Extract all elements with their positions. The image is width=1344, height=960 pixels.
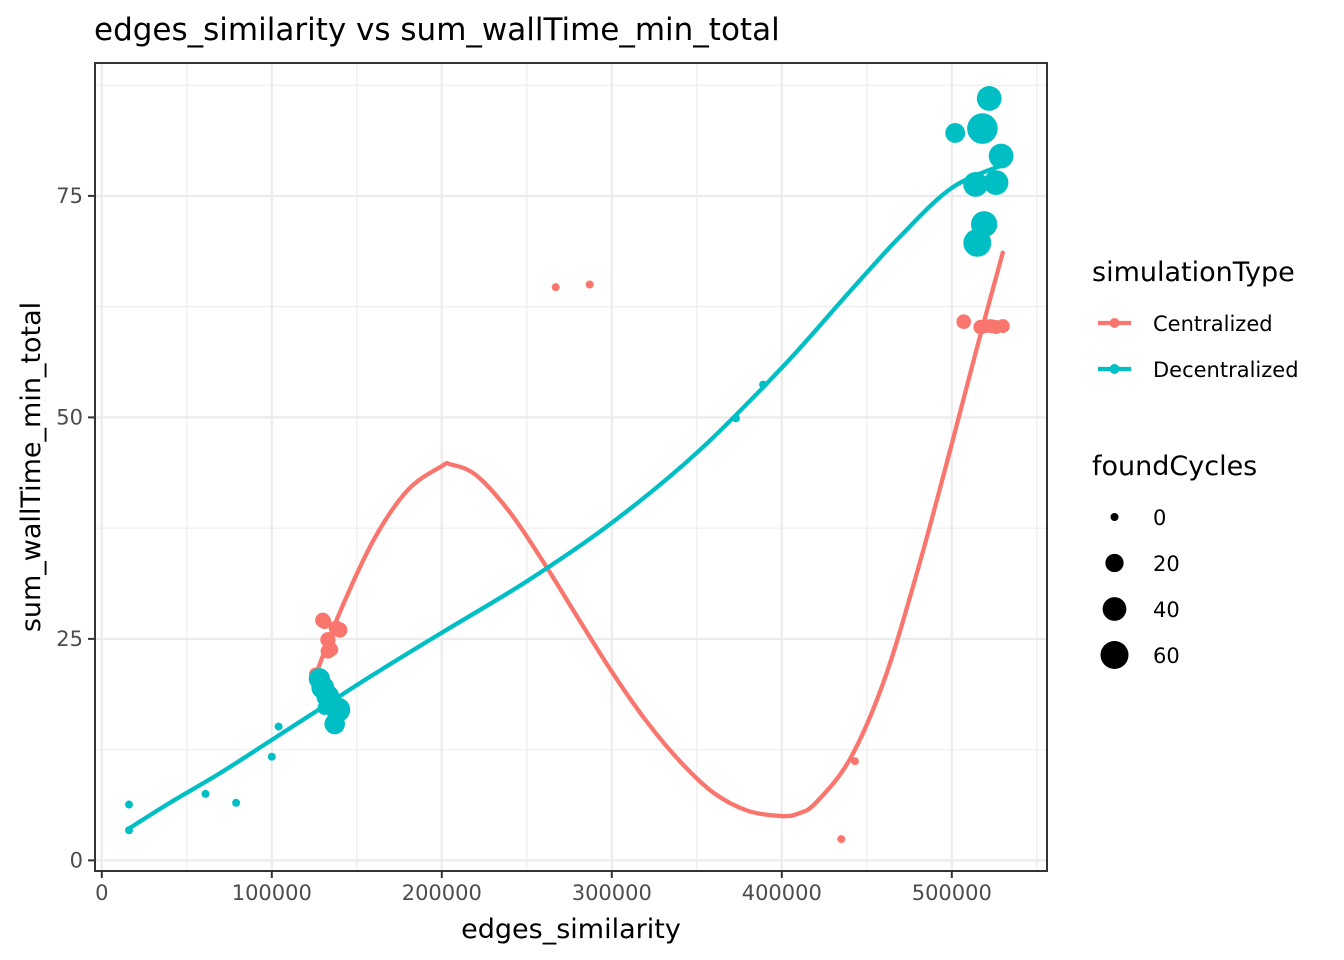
legend-size-entries: 0 20 40 60 (1100, 506, 1180, 669)
x-tick-label: 500000 (912, 881, 992, 905)
x-axis: 0 100000 200000 300000 400000 500000 (95, 871, 992, 905)
x-tick-label: 300000 (572, 881, 652, 905)
legend: simulationType CentralizedDecentralized … (1092, 257, 1299, 669)
legend-size-dot (1102, 597, 1127, 621)
point-centralized (324, 642, 339, 657)
point-decentralized (945, 123, 966, 143)
point-centralized (956, 314, 972, 330)
point-decentralized (125, 826, 133, 835)
point-decentralized (731, 414, 740, 423)
point-centralized (332, 622, 348, 638)
legend-dot-decentralized (1109, 364, 1120, 374)
major-gridlines (95, 63, 1047, 871)
x-tick-label: 100000 (232, 881, 312, 905)
chart-title: edges_similarity vs sum_wallTime_min_tot… (94, 12, 780, 48)
point-centralized (850, 757, 859, 766)
y-axis: 0 25 50 75 (56, 184, 95, 872)
legend-size-label: 60 (1153, 644, 1180, 668)
legend-dot-centralized (1109, 318, 1120, 328)
legend-label-centralized: Centralized (1153, 312, 1273, 336)
minor-gridlines (95, 63, 1047, 871)
smooth-lines (126, 162, 1005, 831)
point-decentralized (274, 722, 283, 731)
point-decentralized (988, 143, 1014, 169)
point-decentralized (976, 86, 1002, 111)
legend-size-label: 40 (1153, 598, 1180, 622)
point-centralized (837, 835, 846, 844)
x-axis-title: edges_similarity (461, 914, 681, 945)
point-centralized (551, 283, 560, 292)
legend-color-entries: Centralized Decentralized (1098, 312, 1299, 382)
point-decentralized (967, 113, 998, 144)
y-tick-label: 0 (70, 848, 83, 872)
point-centralized (585, 280, 594, 289)
plot-panel-border (94, 62, 1048, 872)
point-decentralized (970, 211, 998, 238)
point-decentralized (325, 697, 351, 722)
x-tick-label: 200000 (402, 881, 482, 905)
y-tick-label: 25 (56, 627, 83, 651)
y-axis-title: sum_wallTime_min_total (16, 302, 47, 632)
y-tick-label: 75 (56, 184, 83, 208)
smooth-line-centralized (313, 250, 1005, 819)
point-decentralized (201, 789, 210, 798)
point-decentralized (983, 170, 1009, 196)
point-centralized (995, 319, 1010, 334)
data-points (125, 86, 1014, 844)
point-decentralized (232, 798, 241, 807)
x-tick-label: 0 (95, 881, 108, 905)
point-decentralized (759, 380, 768, 389)
point-centralized (317, 615, 332, 630)
legend-size-label: 0 (1153, 506, 1166, 530)
point-decentralized (963, 171, 988, 197)
smooth-line-decentralized (126, 162, 1005, 831)
legend-color-title: simulationType (1092, 257, 1295, 288)
legend-size-dot (1100, 641, 1129, 669)
point-decentralized (267, 752, 276, 761)
x-tick-label: 400000 (742, 881, 822, 905)
legend-size-dot (1110, 513, 1119, 521)
legend-size-dot (1105, 553, 1124, 573)
legend-size-title: foundCycles (1092, 451, 1257, 482)
point-decentralized (125, 800, 133, 809)
legend-size-label: 20 (1153, 552, 1180, 576)
plot-panel (95, 63, 1047, 871)
legend-label-decentralized: Decentralized (1153, 358, 1299, 382)
y-tick-label: 50 (56, 405, 83, 429)
